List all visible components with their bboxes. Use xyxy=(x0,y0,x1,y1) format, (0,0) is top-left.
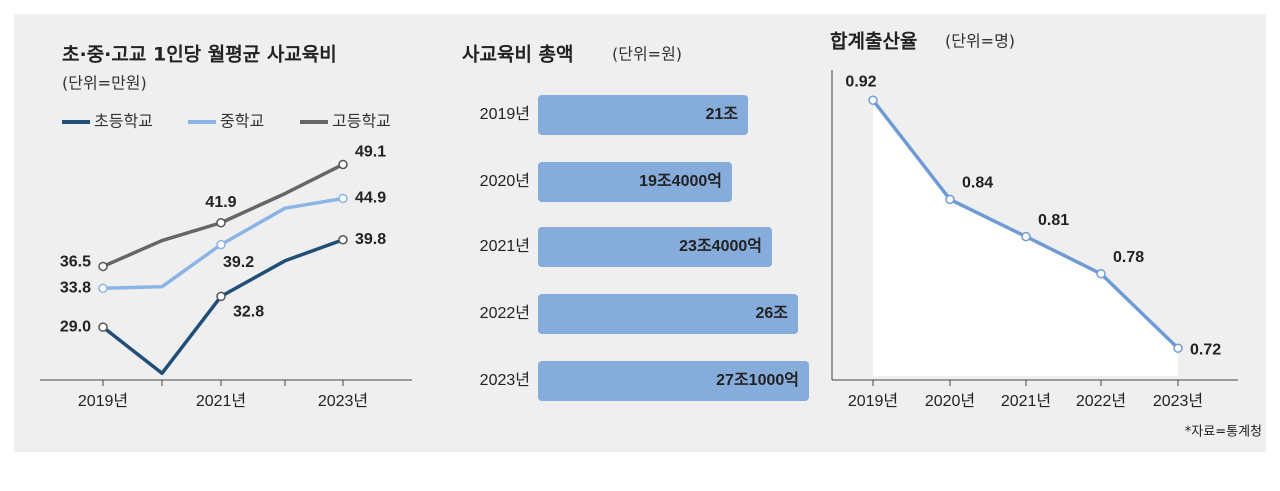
point xyxy=(1096,269,1106,279)
bar xyxy=(538,361,809,401)
point xyxy=(868,95,878,105)
data-label: 27조1000억 xyxy=(716,370,799,389)
y-tick-label: 2019년 xyxy=(480,105,530,123)
chart-title: 합계출산율 xyxy=(830,31,917,53)
point xyxy=(98,261,108,272)
point xyxy=(98,283,108,294)
data-label: 39.8 xyxy=(355,231,386,248)
x-tick-label: 2020년 xyxy=(925,392,975,410)
point xyxy=(1173,343,1183,353)
data-label: 29.0 xyxy=(60,318,91,335)
data-label: 33.8 xyxy=(60,280,91,297)
data-label: 0.84 xyxy=(962,175,993,192)
point xyxy=(1021,231,1031,242)
data-label: 0.78 xyxy=(1113,249,1144,266)
chart-subtitle: (단위=명) xyxy=(945,32,1015,51)
point xyxy=(216,291,226,302)
y-tick-label: 2023년 xyxy=(480,371,530,389)
data-label: 21조 xyxy=(705,106,738,123)
y-tick-label: 2021년 xyxy=(480,237,530,255)
chart-subtitle: (단위=원) xyxy=(612,45,682,64)
data-label: 39.2 xyxy=(223,254,254,271)
data-label: 0.81 xyxy=(1038,212,1069,229)
data-label: 0.92 xyxy=(845,73,876,90)
x-tick-label: 2021년 xyxy=(1001,392,1051,410)
y-tick-label: 2022년 xyxy=(480,304,530,322)
data-label: 19조4000억 xyxy=(639,171,722,190)
x-tick-label: 2021년 xyxy=(196,392,246,410)
legend-label: 고등학교 xyxy=(332,112,391,131)
bar xyxy=(538,162,732,202)
chart-title: 초·중·고교 1인당 월평균 사교육비 xyxy=(62,44,337,66)
data-label: 41.9 xyxy=(205,194,236,211)
data-label: 32.8 xyxy=(233,304,264,321)
x-tick-label: 2023년 xyxy=(1153,392,1203,410)
legend-label: 초등학교 xyxy=(94,112,153,131)
source-note: *자료=통계청 xyxy=(1185,425,1262,440)
data-label: 23조4000억 xyxy=(679,236,762,255)
data-label: 26조 xyxy=(755,305,788,322)
x-tick-label: 2023년 xyxy=(318,392,368,410)
chart-subtitle: (단위=만원) xyxy=(62,74,147,93)
data-label: 44.9 xyxy=(355,190,386,207)
bar xyxy=(538,227,772,267)
data-label: 49.1 xyxy=(355,144,386,161)
x-tick-label: 2022년 xyxy=(1076,392,1126,410)
point xyxy=(945,194,955,205)
x-tick-label: 2019년 xyxy=(848,392,898,410)
point xyxy=(338,193,348,204)
point xyxy=(98,322,108,332)
bar xyxy=(538,294,798,334)
point xyxy=(216,217,226,228)
data-label: 0.72 xyxy=(1190,341,1221,358)
point xyxy=(338,159,348,170)
point xyxy=(338,234,348,245)
point xyxy=(216,239,226,250)
chart-title: 사교육비 총액 xyxy=(462,44,574,66)
x-tick-label: 2019년 xyxy=(78,392,128,410)
data-label: 36.5 xyxy=(60,254,91,271)
y-tick-label: 2020년 xyxy=(480,172,530,190)
legend-label: 중학교 xyxy=(220,112,264,131)
bar xyxy=(538,95,748,135)
